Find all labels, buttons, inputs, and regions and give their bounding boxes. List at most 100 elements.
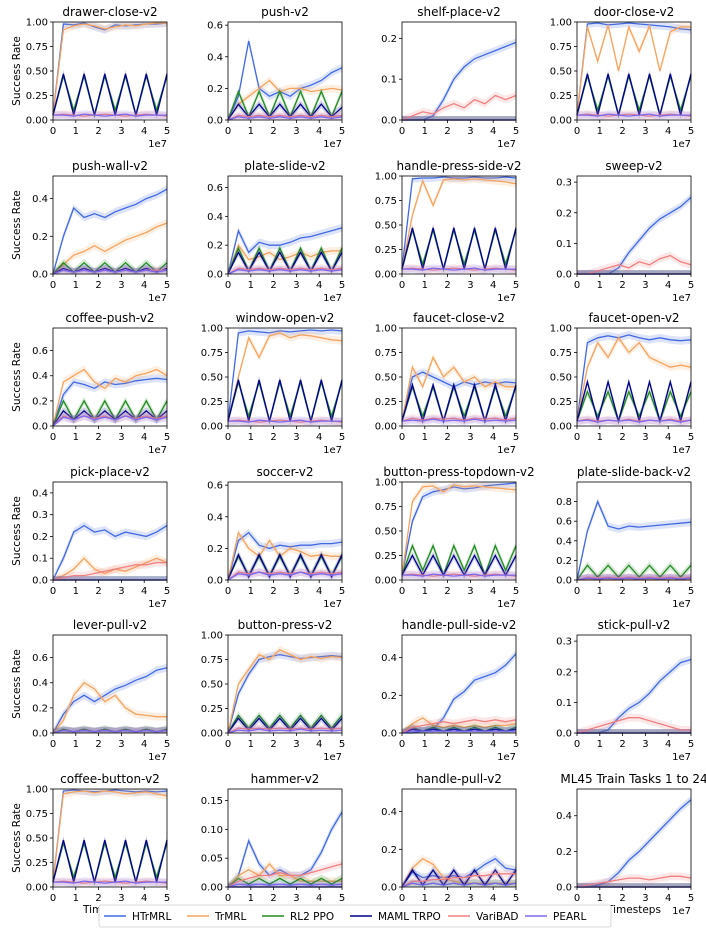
series-line: [401, 573, 517, 577]
subplot: button-press-v2 0.00 0.25 0.50 0.75 1.00 0 1 2 3 4…: [201, 618, 345, 763]
x-tick-label: 3: [642, 893, 648, 904]
y-tick-label: 0.4: [32, 488, 48, 499]
legend-label: VariBAD: [476, 911, 519, 923]
series-line: [227, 863, 343, 888]
y-tick-label: 0.75: [26, 42, 48, 53]
y-tick-label: 0.25: [375, 245, 397, 256]
subplot: ML45 Train Tasks 1 to 24 0.0 0.2 0.4 0 1 2 3 4 5 1…: [556, 772, 706, 917]
subplot: drawer-close-v2 0.00 0.25 0.50 0.75 1.00 0 1 2 3 4…: [11, 5, 170, 150]
y-tick-label: 0.2: [207, 544, 223, 555]
x-tick-label: 0: [399, 126, 405, 137]
y-tick-label: 0.2: [556, 847, 572, 858]
series-line: [52, 789, 168, 883]
x-tick-label: 2: [95, 432, 101, 443]
x-offset-label: 1e7: [497, 599, 516, 610]
subplot-title: ML45 Train Tasks 1 to 24: [560, 772, 706, 786]
y-tick-label: 0.50: [375, 527, 397, 538]
x-tick-label: 4: [490, 586, 496, 597]
series-line: [227, 116, 343, 121]
y-axis-label: Success Rate: [11, 803, 23, 873]
series-line: [52, 399, 168, 427]
x-tick-label: 1: [422, 126, 428, 137]
series-line: [401, 267, 517, 271]
x-tick-label: 4: [141, 126, 147, 137]
x-tick-label: 5: [513, 126, 519, 137]
x-tick-label: 2: [444, 586, 450, 597]
subplot-title: drawer-close-v2: [62, 5, 157, 19]
y-tick-label: 1.00: [375, 172, 397, 183]
x-offset-label: 1e7: [323, 445, 342, 456]
series-line: [576, 577, 692, 581]
series-line: [227, 883, 343, 888]
x-tick-label: 5: [339, 739, 345, 750]
x-tick-label: 0: [225, 126, 231, 137]
y-tick-label: 0.4: [207, 52, 223, 63]
series-band: [53, 789, 167, 886]
x-offset-label: 1e7: [672, 752, 691, 763]
y-axis-label: Success Rate: [11, 36, 23, 106]
series-line: [52, 561, 167, 581]
series-band: [402, 116, 516, 120]
series-line: [227, 571, 343, 581]
series-line: [228, 419, 342, 423]
y-tick-label: 0.0: [381, 883, 397, 894]
x-tick-label: 0: [574, 739, 580, 750]
y-tick-label: 0.50: [375, 221, 397, 232]
x-tick-label: 4: [665, 432, 671, 443]
legend-item: RL2 PPO: [262, 911, 334, 923]
series-line: [52, 681, 167, 734]
series-line: [227, 267, 343, 275]
y-tick-label: 1.00: [201, 324, 223, 335]
x-tick-label: 1: [73, 586, 79, 597]
series-line: [401, 717, 517, 734]
series-band: [402, 116, 516, 120]
x-tick-label: 4: [316, 739, 322, 750]
series-band: [228, 650, 342, 733]
x-tick-label: 2: [444, 280, 450, 291]
x-tick-label: 2: [270, 126, 276, 137]
y-tick-label: 0.25: [550, 91, 572, 102]
x-tick-label: 4: [316, 432, 322, 443]
y-tick-label: 0.4: [381, 807, 397, 818]
subplot-title: button-press-topdown-v2: [383, 465, 534, 479]
x-tick-label: 5: [513, 893, 519, 904]
series-band: [402, 869, 516, 887]
x-tick-label: 4: [141, 739, 147, 750]
x-tick-label: 5: [164, 893, 170, 904]
series-band: [577, 270, 691, 274]
x-tick-label: 5: [164, 280, 170, 291]
y-tick-label: 0.00: [375, 576, 397, 587]
series-line: [52, 667, 168, 734]
subplot: window-open-v2 0.00 0.25 0.50 0.75 1.00 0 1 2 3 4 5…: [201, 311, 345, 456]
x-tick-label: 2: [270, 586, 276, 597]
y-tick-label: 0.4: [207, 512, 223, 523]
subplot: handle-pull-side-v2 0.0 0.2 0.4 0 1 2 3 4 5 1e7: [381, 618, 519, 763]
legend-label: HTrMRL: [132, 911, 171, 923]
x-tick-label: 5: [688, 432, 694, 443]
x-tick-label: 1: [73, 432, 79, 443]
series-band: [53, 521, 167, 580]
x-tick-label: 4: [490, 432, 496, 443]
y-tick-label: 0.2: [556, 208, 572, 219]
series-line: [577, 113, 691, 117]
y-tick-label: 0.75: [375, 502, 397, 513]
series-band: [577, 22, 691, 119]
x-tick-label: 4: [316, 280, 322, 291]
y-tick-label: 0.25: [26, 858, 48, 869]
y-tick-label: 0.4: [556, 811, 572, 822]
x-tick-label: 4: [490, 280, 496, 291]
series-band: [402, 727, 516, 733]
x-offset-label: 1e7: [148, 293, 167, 304]
series-line: [402, 267, 516, 271]
subplot-title: faucet-close-v2: [413, 311, 505, 325]
subplot: handle-pull-v20.00.20.40123451e7Timestep…: [381, 772, 519, 917]
subplot-title: stick-pull-v2: [598, 618, 671, 632]
series-line: [401, 484, 517, 576]
axes-frame: [52, 175, 168, 275]
series-band: [53, 365, 167, 426]
x-tick-label: 2: [619, 280, 625, 291]
series-band: [402, 116, 516, 120]
series-line: [227, 227, 343, 275]
series-line: [576, 113, 692, 117]
series-band: [577, 729, 691, 733]
